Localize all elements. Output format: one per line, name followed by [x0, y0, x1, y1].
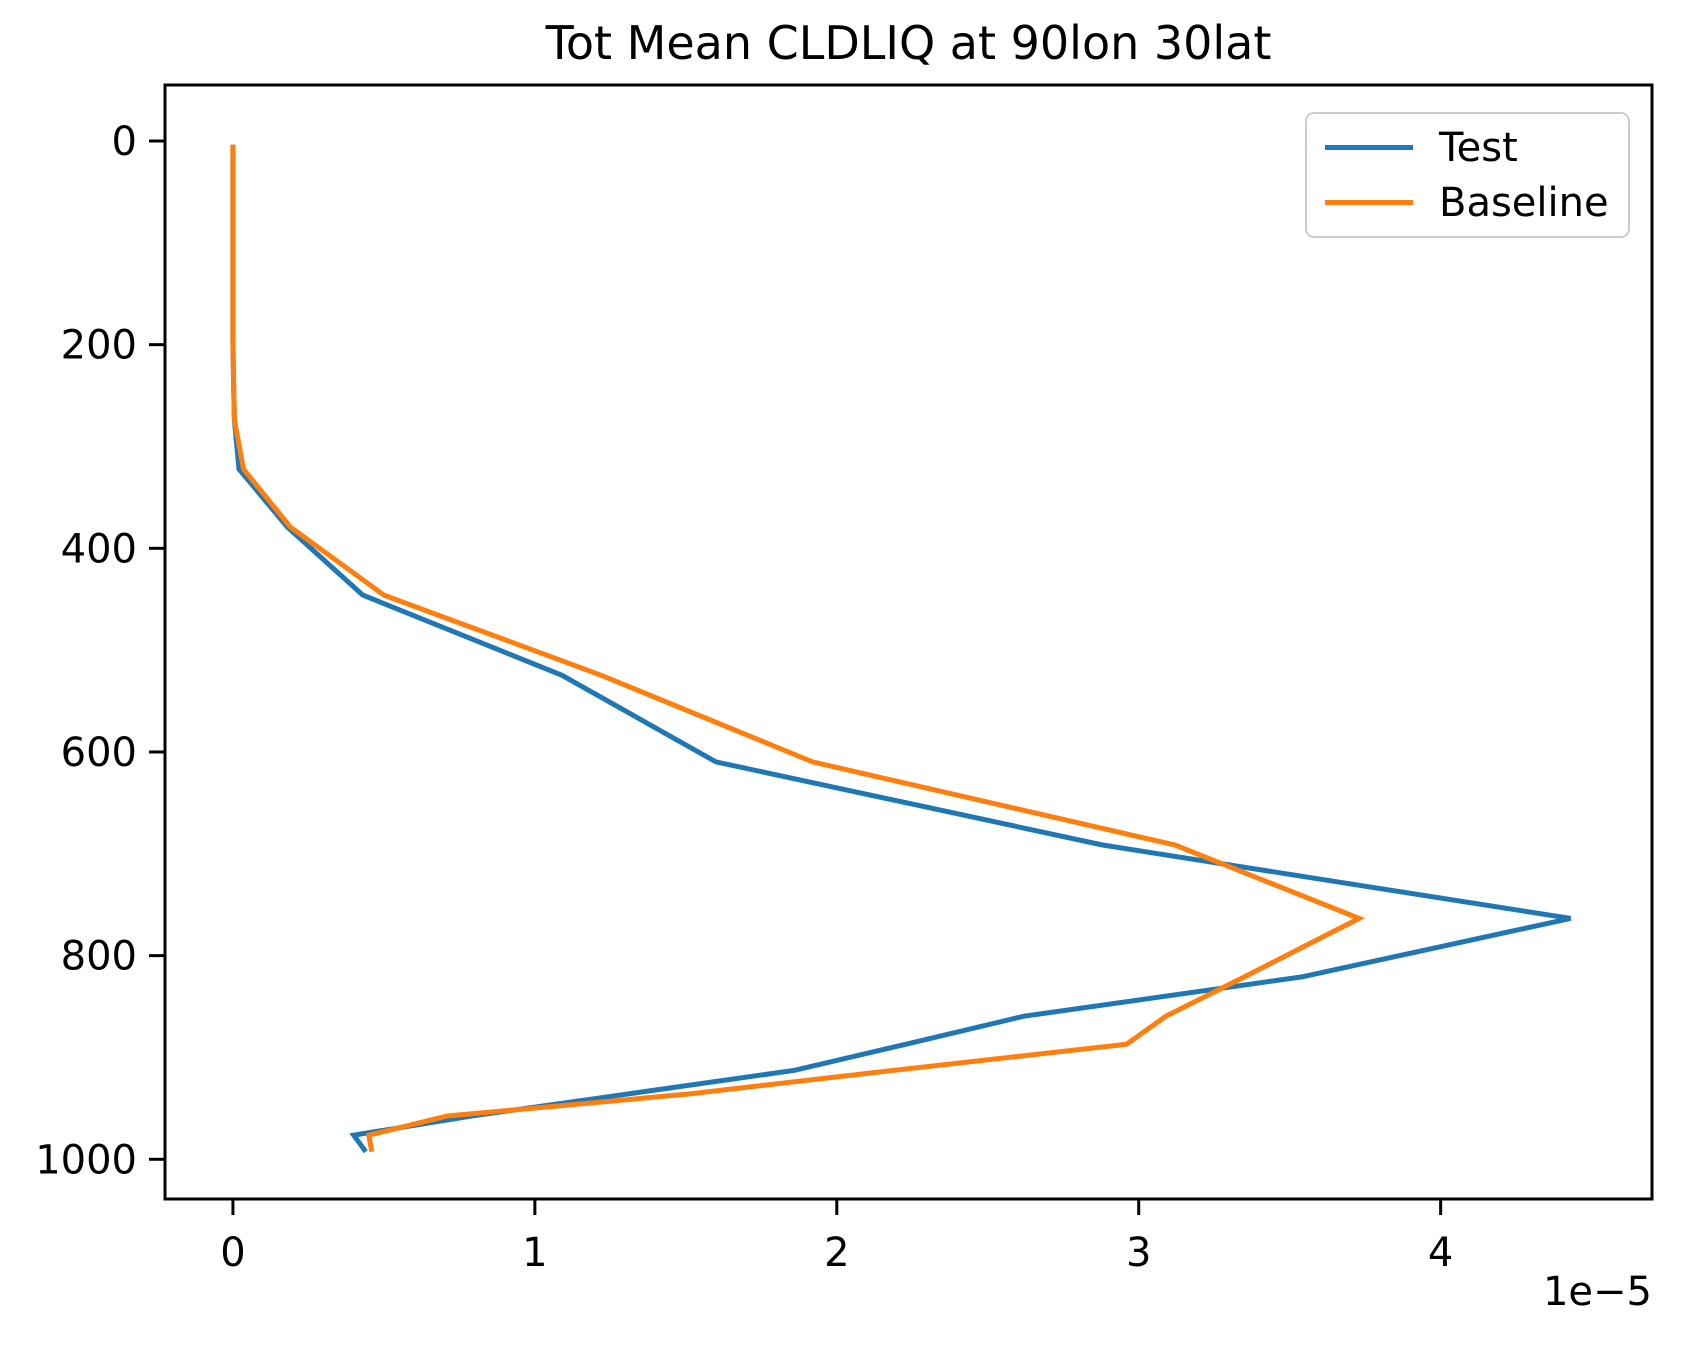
x-tick-label: 4 — [1428, 1230, 1453, 1276]
legend-item-baseline: Baseline — [1325, 183, 1628, 223]
y-tick-label: 800 — [61, 934, 137, 980]
x-tick-label: 3 — [1126, 1230, 1151, 1276]
x-tick-label: 2 — [824, 1230, 849, 1276]
y-tick-label: 1000 — [35, 1137, 137, 1183]
y-tick-label: 200 — [61, 323, 137, 369]
legend: Test Baseline — [1305, 112, 1630, 238]
x-tick-label: 0 — [220, 1230, 245, 1276]
y-tick-label: 0 — [112, 119, 137, 165]
legend-item-test: Test — [1325, 128, 1628, 168]
y-tick-label: 400 — [61, 526, 137, 572]
plot-border — [163, 83, 1654, 1201]
series-line-test — [230, 144, 1572, 1154]
chart-title: Tot Mean CLDLIQ at 90lon 30lat — [545, 16, 1272, 70]
legend-line-test-swatch — [1325, 145, 1413, 150]
y-tick-label: 600 — [61, 730, 137, 776]
legend-label-test: Test — [1439, 124, 1518, 171]
legend-label-baseline: Baseline — [1439, 179, 1609, 226]
x-tick-label: 1 — [522, 1230, 547, 1276]
legend-line-baseline-swatch — [1325, 200, 1413, 205]
x-axis-offset-label: 1e−5 — [1543, 1269, 1652, 1315]
series-line-baseline — [230, 144, 1366, 1153]
